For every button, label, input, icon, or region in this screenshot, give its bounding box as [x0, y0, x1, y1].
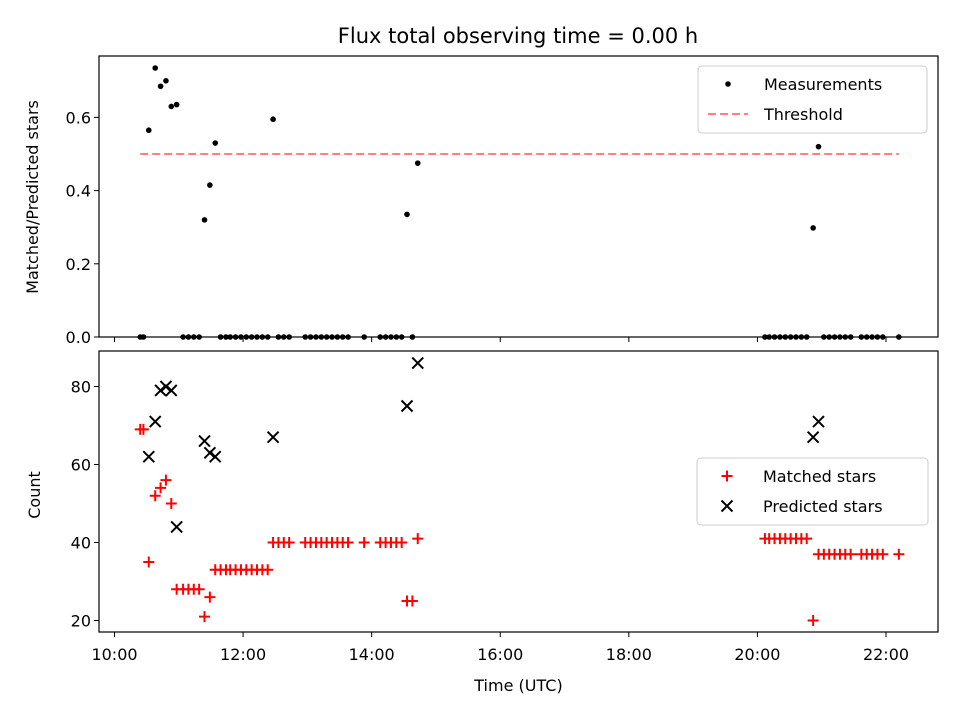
y-tick-label: 60	[71, 456, 91, 475]
data-point	[159, 380, 173, 393]
data-point	[142, 450, 155, 463]
data-point	[204, 591, 216, 603]
y-tick-label: 80	[71, 378, 91, 397]
legend-label: Threshold	[763, 105, 843, 124]
data-point	[806, 430, 820, 444]
data-point	[154, 384, 167, 397]
bottom-panel: 20 40 60 80 10:00 12:00 14:00 16:00 18:00 20:00 22…	[25, 350, 939, 695]
data-point	[411, 356, 424, 370]
data-point	[143, 556, 155, 568]
y-tick-label: 0.6	[66, 108, 91, 127]
data-point	[163, 78, 169, 84]
data-point	[149, 415, 162, 428]
data-point	[845, 548, 857, 560]
chart-title: Flux total observing time = 0.00 h	[338, 24, 698, 48]
data-point	[157, 83, 164, 90]
data-point	[165, 384, 178, 397]
data-point	[406, 595, 418, 607]
series-matched-stars	[134, 423, 905, 626]
legend-label: Measurements	[764, 75, 882, 94]
data-point	[198, 434, 211, 448]
data-point	[342, 537, 354, 548]
data-point	[807, 615, 819, 626]
data-point	[412, 533, 424, 545]
x-tick-label: 18:00	[606, 645, 652, 664]
axes-frame	[98, 350, 939, 633]
data-point	[199, 611, 211, 623]
data-point	[212, 140, 219, 146]
x-tick-label: 10:00	[91, 645, 137, 664]
legend-label: Matched stars	[763, 467, 876, 486]
legend-entry: Measurements	[725, 75, 882, 94]
data-point	[160, 474, 172, 486]
data-point	[801, 533, 813, 545]
x-tick-label: 16:00	[477, 645, 523, 664]
data-point	[396, 537, 408, 548]
legend-entry: Threshold	[708, 105, 843, 124]
data-point	[170, 520, 183, 534]
legend: Measurements Threshold	[697, 65, 928, 134]
legend-marker	[720, 499, 734, 513]
data-point	[155, 482, 167, 494]
axes-frame	[98, 55, 939, 338]
data-point	[815, 143, 822, 150]
legend-entry: Predicted stars	[720, 497, 883, 516]
data-point	[209, 450, 222, 463]
legend-marker	[721, 470, 733, 482]
data-point	[358, 537, 370, 548]
y-tick-label: 0.4	[66, 182, 91, 201]
data-point	[812, 415, 825, 428]
data-point	[893, 548, 905, 560]
y-tick-label: 20	[71, 612, 91, 631]
series-predicted-stars	[142, 356, 825, 534]
data-point	[201, 217, 208, 223]
data-point	[207, 182, 213, 188]
data-point	[137, 423, 149, 435]
legend-entry: Matched stars	[721, 467, 876, 486]
x-tick-label: 12:00	[220, 645, 266, 664]
data-point	[877, 548, 889, 560]
data-point	[404, 211, 410, 218]
y-tick-label: 0.2	[66, 255, 91, 274]
data-point	[149, 490, 161, 502]
legend-label: Predicted stars	[763, 497, 883, 516]
legend-box	[697, 65, 928, 134]
x-tick-label: 14:00	[349, 645, 395, 664]
legend: Matched stars Predicted stars	[696, 457, 929, 526]
legend-box	[696, 457, 929, 526]
y-tick-label: 40	[71, 534, 91, 553]
data-point	[266, 430, 280, 444]
data-point	[145, 127, 152, 134]
x-tick-label: 22:00	[863, 645, 909, 664]
data-point	[810, 225, 816, 231]
data-point	[173, 101, 180, 108]
data-point	[168, 103, 175, 110]
data-point	[400, 399, 414, 413]
data-point	[414, 160, 421, 166]
data-point	[203, 446, 217, 460]
y-tick-label: 0.0	[66, 328, 91, 347]
top-panel: 0.0 0.2 0.4 0.6 Matched/Predicted stars Measu…	[23, 55, 939, 347]
y-axis-label: Count	[25, 471, 44, 519]
legend-marker	[725, 81, 731, 87]
data-point	[283, 537, 295, 548]
data-point	[262, 564, 274, 576]
data-point	[193, 583, 205, 595]
x-tick-label: 20:00	[734, 645, 780, 664]
data-point	[165, 498, 177, 509]
x-axis-label: Time (UTC)	[473, 676, 562, 695]
data-point	[270, 116, 276, 123]
y-axis-label: Matched/Predicted stars	[23, 100, 42, 294]
data-point	[152, 65, 159, 71]
